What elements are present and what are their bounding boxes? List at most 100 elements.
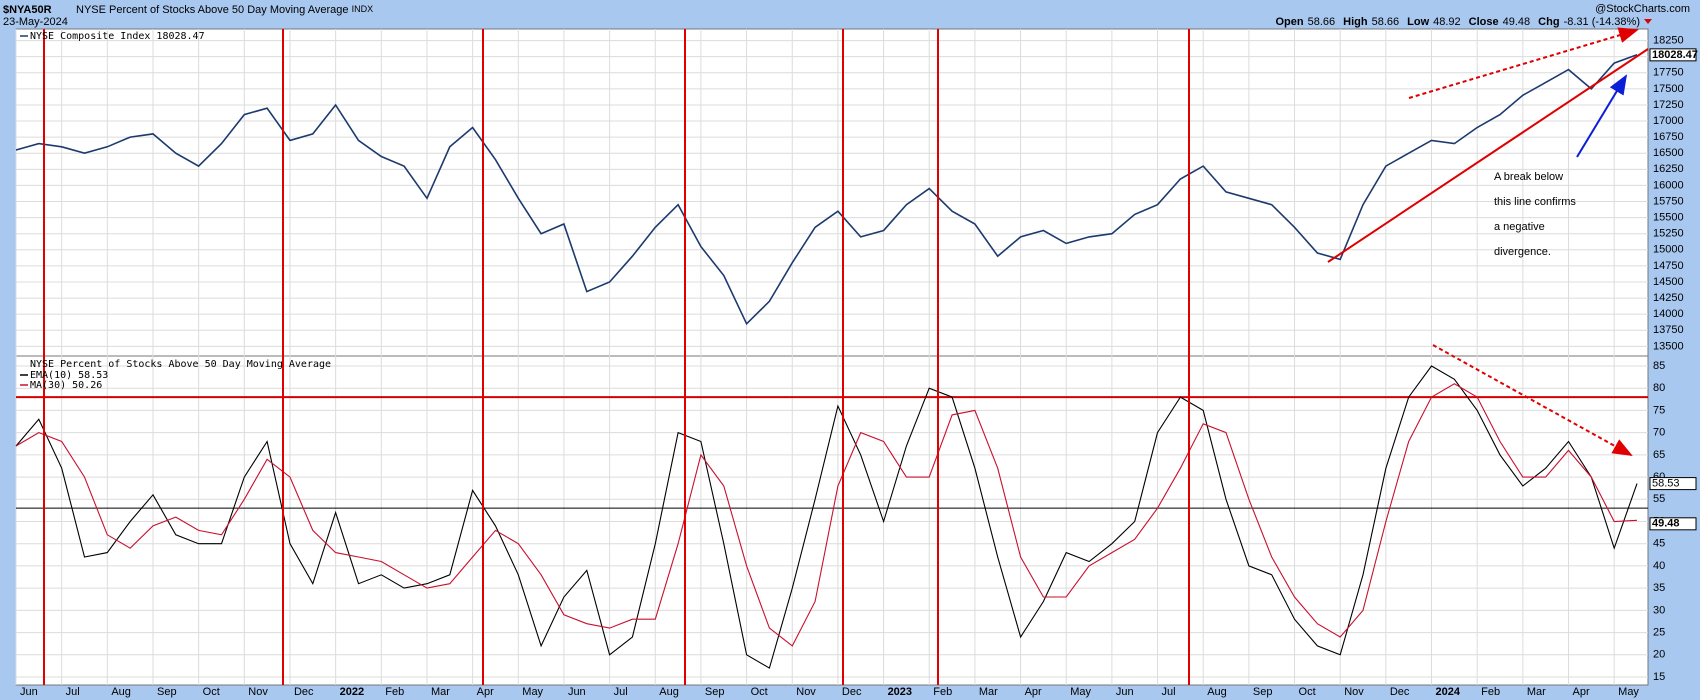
quote-value: 58.66	[1308, 16, 1336, 28]
date: 23-May-2024	[3, 16, 68, 28]
annotation: A break below this line confirms a negativ…	[1494, 171, 1576, 258]
x-tick-label: Jul	[614, 686, 628, 698]
annotation-arrow	[1576, 74, 1628, 158]
symbol: $NYA50R	[3, 4, 52, 16]
y-tick-label: 45	[1653, 538, 1665, 550]
price-panel	[15, 28, 1649, 357]
value-tag-box	[1649, 517, 1697, 531]
y-tick-label: 30	[1653, 604, 1665, 616]
x-tick-label: Apr	[1573, 686, 1590, 698]
x-tick-label: Oct	[751, 686, 768, 698]
x-tick-label: Aug	[1207, 686, 1227, 698]
y-tick-label: 17000	[1653, 115, 1684, 127]
exchange: INDX	[352, 4, 374, 14]
y-tick-label: 35	[1653, 582, 1665, 594]
quote-value: -8.31 (-14.38%)	[1564, 16, 1640, 28]
y-tick-label: 16750	[1653, 131, 1684, 143]
quote-label: High	[1343, 16, 1368, 28]
indicator-panel	[15, 355, 1649, 686]
x-tick-label: Feb	[1481, 686, 1500, 698]
y-tick-label: 15000	[1653, 244, 1684, 256]
x-tick-label: Nov	[796, 686, 816, 698]
quote-label: Low	[1407, 16, 1429, 28]
y-tick-label: 14000	[1653, 308, 1684, 320]
quote-label: Close	[1469, 16, 1499, 28]
y-tick-label: 55	[1653, 493, 1665, 505]
x-tick-label: Nov	[1344, 686, 1364, 698]
y-tick-label: 25	[1653, 626, 1665, 638]
x-tick-label: Mar	[979, 686, 998, 698]
series-line	[15, 383, 1638, 647]
source: @StockCharts.com	[1595, 3, 1690, 15]
value-tag-box	[1649, 48, 1697, 62]
trend-line	[1327, 48, 1649, 263]
value-tag: 49.48	[1652, 518, 1680, 530]
x-tick-label: Feb	[385, 686, 404, 698]
x-tick-label: Dec	[842, 686, 862, 698]
y-tick-label: 16500	[1653, 147, 1684, 159]
quote-label: Chg	[1538, 16, 1559, 28]
y-tick-label: 14500	[1653, 276, 1684, 288]
y-tick-label: 13750	[1653, 324, 1684, 336]
annotation-line: this line confirms	[1494, 196, 1576, 208]
y-tick-label: 75	[1653, 404, 1665, 416]
quote-label: Open	[1276, 16, 1304, 28]
series-line	[15, 54, 1638, 326]
y-tick-label: 40	[1653, 560, 1665, 572]
y-tick-label: 18250	[1653, 34, 1684, 46]
legend-label: NYSE Composite Index 18028.47	[30, 31, 205, 42]
x-tick-label: Dec	[1390, 686, 1410, 698]
y-tick-label: 14250	[1653, 292, 1684, 304]
quote: Open 58.66 High 58.66 Low 48.92 Close 49.48 Chg -…	[1276, 16, 1641, 28]
plots	[15, 54, 1638, 669]
y-tick-label: 15	[1653, 671, 1665, 683]
quote-value: 49.48	[1503, 16, 1531, 28]
x-tick-label: Jul	[1162, 686, 1176, 698]
reference-lines	[16, 396, 1648, 509]
x-tick-label: Aug	[111, 686, 131, 698]
x-tick-label: Feb	[933, 686, 952, 698]
x-tick-label: 2022	[340, 686, 364, 698]
y-tick-label: 14750	[1653, 260, 1684, 272]
y-tick-label: 16250	[1653, 163, 1684, 175]
name: NYSE Percent of Stocks Above 50 Day Movi…	[76, 4, 349, 16]
dashed-trend-line	[1432, 344, 1633, 456]
quote-value: 48.92	[1433, 16, 1461, 28]
date-markers	[43, 29, 1190, 685]
value-tag: 18028.47	[1652, 49, 1698, 61]
x-tick-label: Jun	[20, 686, 38, 698]
annotation-line: a negative	[1494, 221, 1545, 233]
y-tick-label: 15500	[1653, 212, 1684, 224]
x-tick-label: May	[522, 686, 543, 698]
x-tick-label: Sep	[1253, 686, 1273, 698]
quote-value: 58.66	[1372, 16, 1400, 28]
y-tick-label: 17250	[1653, 99, 1684, 111]
y-tick-label: 85	[1653, 360, 1665, 372]
x-tick-label: Nov	[248, 686, 268, 698]
x-tick-label: 2024	[1436, 686, 1461, 698]
value-tag-box	[1649, 477, 1697, 491]
x-tick-label: 2023	[888, 686, 912, 698]
x-tick-label: Oct	[1299, 686, 1316, 698]
y-tick-label: 17750	[1653, 67, 1684, 79]
header-title: NYSE Percent of Stocks Above 50 Day Movi…	[76, 4, 373, 16]
y-tick-label: 70	[1653, 427, 1665, 439]
y-tick-label: 15250	[1653, 228, 1684, 240]
legend-label: MA(30) 50.26	[30, 380, 102, 391]
x-tick-label: Mar	[431, 686, 450, 698]
x-tick-label: May	[1618, 686, 1639, 698]
legend-label: EMA(10) 58.53	[30, 370, 108, 381]
x-tick-label: Sep	[157, 686, 177, 698]
panel-title: NYSE Percent of Stocks Above 50 Day Movi…	[30, 359, 331, 370]
y-tick-label: 20	[1653, 649, 1665, 661]
y-tick-label: 17500	[1653, 83, 1684, 95]
annotation-line: A break below	[1494, 171, 1563, 183]
x-tick-label: Dec	[294, 686, 314, 698]
x-tick-label: Jun	[568, 686, 586, 698]
x-tick-label: Apr	[1025, 686, 1042, 698]
x-tick-label: Apr	[477, 686, 494, 698]
x-tick-label: Sep	[705, 686, 725, 698]
y-tick-label: 15750	[1653, 195, 1684, 207]
y-tick-label: 65	[1653, 449, 1665, 461]
y-tick-label: 80	[1653, 382, 1665, 394]
